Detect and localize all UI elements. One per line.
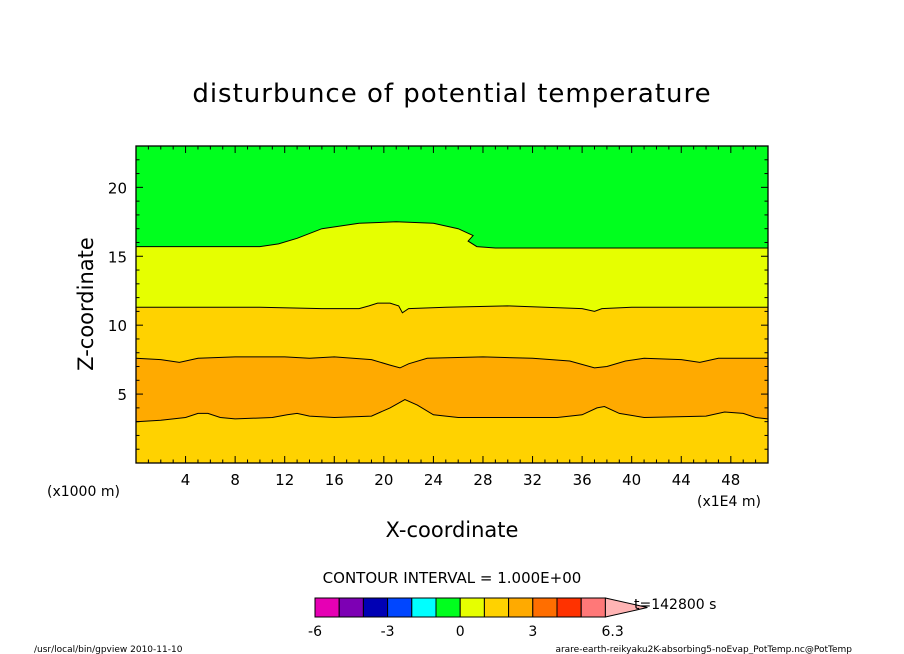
colorbar-tick-label: -6 (308, 624, 322, 640)
colorbar-cell (508, 597, 534, 618)
colorbar-tick-labels: -6 -3 0 3 6.3 (308, 624, 624, 640)
contour-band (136, 399, 768, 463)
footer-left: /usr/local/bin/gpview 2010-11-10 (34, 645, 183, 654)
colorbar-cell (362, 597, 389, 618)
colorbar-cell (532, 597, 558, 618)
colorbar-cell (435, 597, 461, 618)
contour-band (136, 146, 768, 248)
x-tick-label: 44 (672, 471, 691, 489)
x-tick-label: 24 (424, 471, 443, 489)
colorbar-tick-label: -3 (381, 624, 395, 640)
x-tick-label: 48 (721, 471, 740, 489)
time-text: t=142800 s (634, 597, 716, 613)
x-tick-label: 12 (275, 471, 294, 489)
x-axis-label: X-coordinate (386, 518, 519, 542)
y-tick-label: 20 (108, 179, 127, 197)
contour-bands (136, 146, 768, 463)
contour-band (136, 221, 768, 313)
contour-interval-text: CONTOUR INTERVAL = 1.000E+00 (323, 569, 582, 587)
colorbar-cell (338, 597, 364, 618)
colorbar (314, 597, 648, 618)
colorbar-cell (483, 597, 510, 618)
y-tick-label: 5 (117, 386, 127, 404)
x-tick-label: 32 (523, 471, 542, 489)
z-unit-label: (x1000 m) (47, 484, 120, 500)
colorbar-extension-arrow (604, 597, 648, 618)
plot-frame (135, 145, 769, 464)
x-unit-label: (x1E4 m) (697, 494, 761, 510)
colorbar-cell (556, 597, 582, 618)
contour-lines (135, 221, 769, 423)
contour-band (136, 356, 768, 422)
x-tick-label: 36 (573, 471, 592, 489)
colorbar-cell (411, 597, 437, 618)
x-tick-label: 40 (622, 471, 641, 489)
x-tick-label: 4 (181, 471, 191, 489)
colorbar-tick-label: 6.3 (602, 624, 624, 640)
x-axis-ticks: 4 8 12 16 20 24 28 32 36 40 44 48 (147, 146, 757, 489)
colorbar-cell (580, 597, 606, 618)
x-tick-label: 16 (325, 471, 344, 489)
colorbar-cell (314, 597, 340, 618)
y-axis-label: Z-coordinate (74, 237, 98, 371)
footer-right: arare-earth-reikyaku2K-absorbing5-noEvap… (555, 645, 852, 654)
contour-line (136, 302, 768, 314)
colorbar-tick-label: 3 (528, 624, 537, 640)
colorbar-cell (459, 597, 485, 618)
contour-band (136, 303, 768, 368)
colorbar-cell (387, 597, 413, 618)
chart-title: disturbunce of potential temperature (192, 79, 711, 109)
y-axis-ticks: 5 10 15 20 (108, 159, 768, 450)
contour-line (136, 221, 768, 249)
y-tick-label: 10 (108, 317, 127, 335)
x-tick-label: 20 (374, 471, 393, 489)
colorbar-tick-label: 0 (456, 624, 465, 640)
x-tick-label: 28 (473, 471, 492, 489)
y-tick-label: 15 (108, 248, 127, 266)
contour-line (135, 399, 769, 423)
x-tick-label: 8 (230, 471, 240, 489)
contour-line (135, 356, 768, 369)
